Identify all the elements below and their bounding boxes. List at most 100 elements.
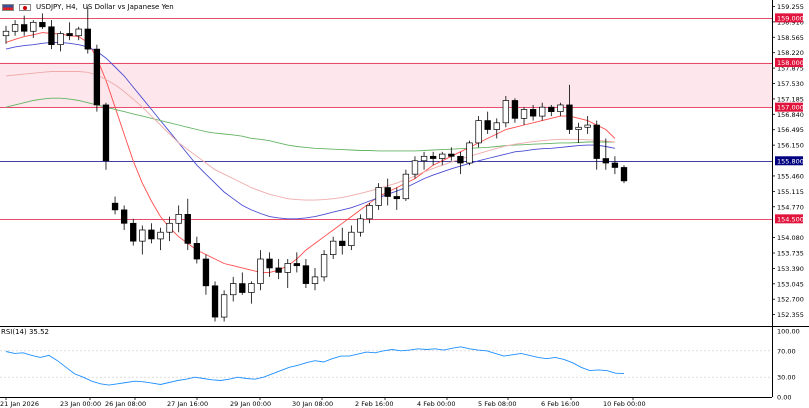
candle-body xyxy=(75,28,82,37)
candle-body xyxy=(193,243,201,260)
candle-body xyxy=(302,265,310,284)
candle-body xyxy=(30,21,37,32)
candle-body xyxy=(175,214,182,224)
level-price-tag xyxy=(775,58,803,68)
candle xyxy=(466,140,473,166)
candle-body xyxy=(411,160,419,175)
candle-body xyxy=(120,209,128,224)
candle-body xyxy=(457,155,464,164)
candle-body xyxy=(584,124,591,128)
candle xyxy=(529,104,537,121)
candle-body xyxy=(375,187,382,206)
price-axis-label: 156.840 xyxy=(777,111,804,119)
candle xyxy=(539,102,546,121)
candle-body xyxy=(366,205,373,220)
candle xyxy=(21,15,28,36)
time-axis-label: 27 Jan 16:00 xyxy=(167,400,208,408)
candle xyxy=(302,259,310,289)
candle-body xyxy=(384,187,391,197)
time-axis-label: 4 Feb 00:00 xyxy=(417,400,456,408)
candle xyxy=(139,225,146,255)
candle xyxy=(429,151,437,166)
candle xyxy=(493,118,500,139)
moving-average-line xyxy=(5,41,615,220)
candle xyxy=(11,20,19,36)
candle xyxy=(184,198,191,251)
candle xyxy=(84,6,91,54)
candle xyxy=(402,169,410,201)
candle xyxy=(375,183,382,210)
candle xyxy=(257,250,264,291)
candle-body xyxy=(257,258,264,284)
candle xyxy=(148,223,155,244)
candle xyxy=(111,196,119,215)
candle-body xyxy=(311,276,319,284)
candle-body xyxy=(93,48,101,106)
candle-body xyxy=(239,283,246,293)
price-axis-label: 158.565 xyxy=(777,34,804,42)
price-axis-label: 156.150 xyxy=(777,142,804,150)
candle-body xyxy=(102,104,110,162)
price-axis-label: 157.875 xyxy=(777,65,804,73)
candle xyxy=(66,22,73,41)
candle xyxy=(339,227,346,255)
level-price-tag-label: 157.000 xyxy=(777,104,804,112)
candle xyxy=(475,116,482,148)
candle xyxy=(584,116,591,134)
level-price-tag-label: 159.000 xyxy=(777,14,804,22)
time-axis-label: 6 Feb 16:00 xyxy=(541,400,580,408)
candle-body xyxy=(2,30,10,37)
level-price-tag-label: 155.800 xyxy=(777,157,804,165)
candle-body xyxy=(502,100,510,124)
candle-body xyxy=(184,214,191,244)
time-axis-label: 2 Feb 16:00 xyxy=(355,400,394,408)
candle-body xyxy=(339,240,346,246)
candle xyxy=(511,98,519,123)
time-axis-label: 26 Jan 08:00 xyxy=(105,400,146,408)
time-axis-label: 5 Feb 08:00 xyxy=(478,400,517,408)
candle xyxy=(411,156,419,179)
candle-body xyxy=(211,285,219,318)
candle-body xyxy=(566,104,573,130)
candle xyxy=(248,281,255,304)
rsi-axis-label: 100.00 xyxy=(777,328,800,336)
candle-body xyxy=(330,240,337,255)
time-axis-label: 10 Feb 00:00 xyxy=(603,400,646,408)
candle xyxy=(166,216,173,242)
price-axis-label: 157.530 xyxy=(777,80,804,88)
candle-body xyxy=(484,120,491,130)
candle-body xyxy=(475,120,482,144)
candle-body xyxy=(284,263,291,273)
candle-body xyxy=(66,33,73,37)
candle xyxy=(293,252,300,273)
candle xyxy=(420,151,428,170)
candle-body xyxy=(21,24,28,32)
level-price-tag xyxy=(775,156,803,166)
price-axis-label: 157.185 xyxy=(777,95,804,103)
rsi-line xyxy=(5,346,625,386)
candle xyxy=(448,147,455,161)
candle xyxy=(357,214,364,237)
price-axis-label: 152.700 xyxy=(777,296,804,304)
price-axis-label: 154.770 xyxy=(777,203,804,211)
candle-body xyxy=(139,229,146,242)
candle xyxy=(384,178,391,206)
price-axis-label: 156.495 xyxy=(777,126,804,134)
candle-body xyxy=(575,126,582,130)
candle-body xyxy=(275,267,282,273)
time-axis-label: 23 Jan 00:00 xyxy=(60,400,101,408)
candle-body xyxy=(202,258,210,287)
level-price-tag xyxy=(775,102,803,112)
rsi-axis-label: 70.00 xyxy=(777,347,796,355)
candle xyxy=(275,259,282,280)
candle xyxy=(102,102,110,170)
candle-body xyxy=(39,21,46,28)
candle xyxy=(548,104,555,117)
candle xyxy=(620,165,628,184)
candle-body xyxy=(320,254,328,278)
level-price-tag-label: 154.500 xyxy=(777,215,804,223)
candle-body xyxy=(293,263,300,267)
symbol-label: USDJPY, H4, xyxy=(36,3,78,11)
candle-body xyxy=(248,283,255,293)
